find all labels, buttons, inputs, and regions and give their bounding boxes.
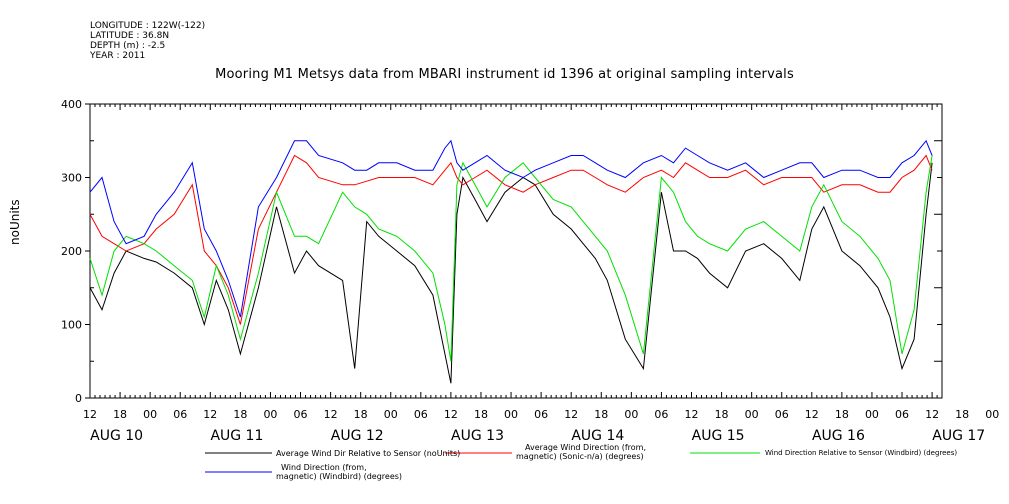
x-tick-label: 18 [715, 408, 729, 421]
x-day-label: AUG 16 [812, 428, 865, 444]
x-day-label: AUG 15 [692, 428, 745, 444]
y-tick-label: 300 [61, 172, 82, 185]
x-tick-label: 00 [985, 408, 999, 421]
x-tick-label: 06 [895, 408, 909, 421]
y-tick-label: 400 [61, 98, 82, 111]
x-day-label: AUG 13 [451, 428, 504, 444]
x-tick-label: 00 [504, 408, 518, 421]
x-tick-label: 18 [233, 408, 247, 421]
x-day-label: AUG 17 [932, 428, 985, 444]
x-tick-label: 06 [654, 408, 668, 421]
y-tick-label: 200 [61, 245, 82, 258]
x-tick-label: 00 [745, 408, 759, 421]
x-tick-label: 18 [474, 408, 488, 421]
x-tick-label: 06 [775, 408, 789, 421]
plot-frame [89, 103, 943, 399]
x-day-label: AUG 11 [210, 428, 263, 444]
x-tick-label: 18 [354, 408, 368, 421]
x-tick-label: 06 [414, 408, 428, 421]
legend-label-black: Average Wind Dir Relative to Sensor (noU… [276, 449, 461, 458]
x-tick-label: 18 [113, 408, 127, 421]
depth-text: DEPTH (m) : -2.5 [90, 41, 166, 51]
x-tick-label: 18 [955, 408, 969, 421]
longitude-text: LONGITUDE : 122W(-122) [90, 21, 206, 31]
x-tick-label: 12 [925, 408, 939, 421]
legend-label-red-1: Average Wind Direction (from, [525, 443, 647, 452]
x-tick-label: 18 [594, 408, 608, 421]
series-line-0 [89, 162, 933, 384]
series-line-3 [89, 139, 933, 318]
series-group [89, 139, 933, 384]
x-day-label: AUG 12 [331, 428, 384, 444]
y-tick-label: 100 [61, 319, 82, 332]
x-tick-label: 12 [564, 408, 578, 421]
series-line-2 [89, 155, 933, 362]
x-tick-label: 12 [83, 408, 97, 421]
legend-label-blue-2: magnetic) (Windbird) (degrees) [276, 472, 403, 481]
chart-title: Mooring M1 Metsys data from MBARI instru… [215, 67, 794, 82]
x-tick-label: 12 [324, 408, 338, 421]
x-tick-label: 00 [263, 408, 277, 421]
x-tick-label: 06 [534, 408, 548, 421]
x-axis: 12 18 00 06 12 18 00 06 12 18 00 06 12 18 00 06 12 18 00 06… [83, 104, 999, 444]
x-tick-label: 06 [173, 408, 187, 421]
x-tick-label: 00 [384, 408, 398, 421]
legend-label-green: Wind Direction Relative to Sensor (Windb… [765, 449, 958, 457]
x-tick-label: 00 [624, 408, 638, 421]
legend-label-red-2: magnetic) (Sonic-n/a) (degrees) [516, 452, 644, 461]
legend [205, 452, 760, 473]
x-day-label: AUG 10 [90, 428, 143, 444]
series-line-1 [89, 154, 933, 325]
x-tick-label: 12 [805, 408, 819, 421]
x-tick-label: 12 [203, 408, 217, 421]
y-axis: 0 100 200 300 400 [61, 98, 942, 405]
y-tick-label: 0 [75, 392, 82, 405]
x-tick-label: 00 [865, 408, 879, 421]
metadata-block: LONGITUDE : 122W(-122) LATITUDE : 36.8N … [90, 21, 205, 61]
x-tick-label: 00 [143, 408, 157, 421]
x-day-label: AUG 14 [571, 428, 624, 444]
latitude-text: LATITUDE : 36.8N [90, 31, 170, 41]
x-tick-label: 12 [444, 408, 458, 421]
year-text: YEAR : 2011 [90, 51, 146, 61]
legend-label-blue-1: Wind Direction (from, [281, 463, 367, 472]
x-tick-label: 12 [685, 408, 699, 421]
x-tick-label: 18 [835, 408, 849, 421]
x-tick-label: 06 [294, 408, 308, 421]
